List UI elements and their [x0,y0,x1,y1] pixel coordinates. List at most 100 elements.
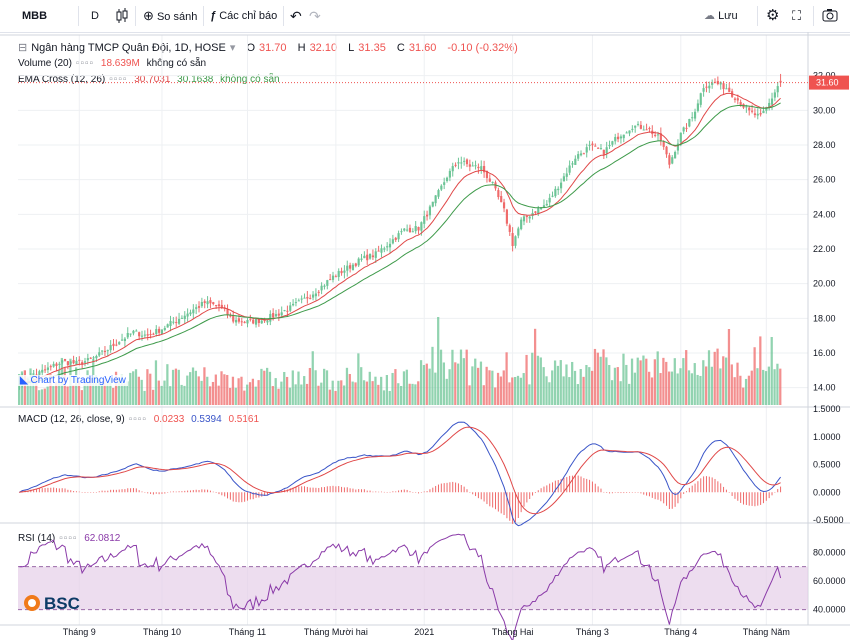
macd-histogram-bar [514,492,516,523]
macd-histogram-bar [617,492,619,494]
candle-body [406,229,409,231]
macd-histogram-bar [526,492,528,503]
macd-histogram-bar [67,489,69,493]
candle-body [391,239,394,244]
candle-body [423,216,426,224]
volume-bar [351,381,354,405]
volume-bar [380,376,383,405]
interval-selector[interactable]: D [91,10,99,22]
fullscreen-button[interactable]: ⛶ [792,0,801,32]
candle-body [471,165,474,167]
macd-histogram-bar [748,492,750,506]
volume-bar [505,352,508,405]
candle-body [525,215,528,218]
volume-bar [294,384,297,405]
macd-histogram-bar [492,492,494,508]
macd-histogram-bar [745,492,747,505]
format-caret-icon[interactable]: ▾ [229,42,236,54]
macd-histogram-bar [64,488,66,493]
volume-bar [174,368,178,405]
volume-bar [374,376,377,405]
macd-histogram-bar [637,492,639,493]
macd-histogram-bar [338,486,340,493]
macd-histogram-bar [668,492,670,510]
volume-bar [565,364,568,405]
volume-bar [496,372,500,405]
redo-button[interactable]: ↷ [309,0,321,32]
collapse-icon[interactable]: ⊟ [18,42,28,54]
macd-histogram-bar [369,490,371,493]
macd-histogram-bar [161,492,163,494]
volume-bar [713,351,716,405]
save-button[interactable]: ☁ Lưu [704,0,738,32]
compare-button[interactable]: ⊕ So sánh [143,0,197,32]
legend-buttons[interactable]: ▫▫▫▫ [109,74,128,85]
candle-body [465,159,469,165]
settings-button[interactable]: ⚙ [766,0,779,32]
volume-bar [522,373,525,405]
candle-body [434,195,437,204]
volume-bar [454,362,457,405]
volume-bar [545,376,548,405]
candle-body [78,359,81,361]
macd-histogram-bar [663,492,665,504]
macd-histogram-bar [574,475,576,493]
macd-histogram-bar [534,492,536,494]
macd-histogram-bar [78,491,80,493]
macd-histogram-bar [495,492,496,510]
indicators-button[interactable]: ƒ Các chỉ báo [210,0,277,32]
macd-histogram-bar [113,489,114,493]
macd-histogram-bar [554,480,556,493]
price-tick-label: 22.00 [813,244,836,254]
volume-bar [29,368,32,405]
volume-bar [37,390,41,405]
price-tick-label: 18.00 [813,313,836,323]
candle-body [588,144,591,146]
camera-icon [822,9,838,22]
macd-line-value: 0.5394 [191,414,222,425]
symbol-selector[interactable]: MBB [22,10,48,22]
candle-body [294,302,298,304]
volume-legend: Volume (20) ▫▫▫▫ 18.639M không có sẵn [18,58,210,69]
legend-buttons[interactable]: ▫▫▫▫ [75,58,95,69]
chart-style-button[interactable] [114,0,130,32]
volume-bar [468,385,471,405]
macd-histogram-bar [762,492,764,504]
macd-histogram-bar [469,492,471,493]
price-tick-label: 14.00 [813,383,836,393]
volume-bar [542,367,545,405]
volume-bar [171,369,175,405]
macd-histogram-bar [150,492,152,494]
macd-histogram-bar [660,492,662,502]
legend-buttons[interactable]: ▫▫▫▫ [128,414,147,425]
open-label: O [246,42,256,54]
legend-buttons[interactable]: ▫▫▫▫ [59,533,78,544]
volume-bar [764,371,768,405]
macd-histogram-bar [172,491,174,493]
ema-fast-line [19,92,781,385]
macd-histogram-bar [27,490,29,493]
candle-body [599,148,603,150]
volume-bar [608,365,611,405]
macd-histogram-bar [249,492,251,500]
volume-bar [636,357,639,405]
close-value: 31.60 [408,42,437,54]
snapshot-button[interactable] [822,0,838,32]
tradingview-watermark[interactable]: ◣ Chart by TradingView [18,375,128,386]
macd-histogram-bar [372,491,374,493]
macd-histogram-bar [589,479,591,493]
undo-button[interactable]: ↶ [290,0,302,32]
price-candles [18,73,782,390]
volume-bar [160,385,163,405]
volume-bar [394,369,397,405]
macd-histogram-bar [620,492,622,494]
macd-histogram-bar [53,487,55,493]
macd-histogram-bar [720,483,722,493]
volume-bar [137,376,140,405]
candle-body [540,207,543,210]
candle-body [229,315,232,317]
main-legend: ⊟ Ngân hàng TMCP Quân Đội, 1D, HOSE ▾ O 31.… [18,41,522,54]
candle-body [371,255,375,258]
candle-body [631,128,634,130]
candle-body [699,93,702,105]
